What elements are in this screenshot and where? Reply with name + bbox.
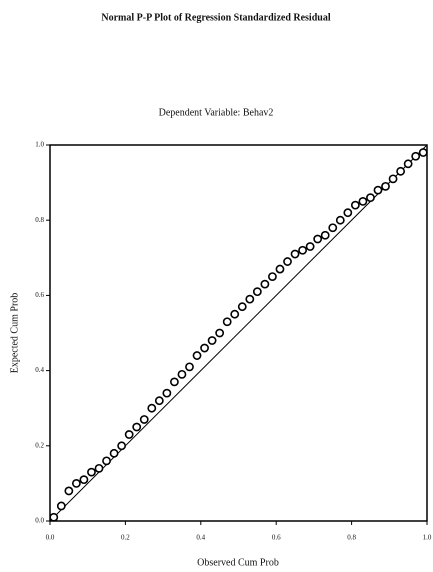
y-axis-label: Expected Cum Prob	[9, 293, 20, 374]
point	[335, 215, 345, 225]
point	[237, 302, 247, 312]
y-tick-label: 0.0	[35, 517, 44, 525]
point	[373, 185, 383, 195]
point	[403, 159, 413, 169]
point	[139, 415, 149, 424]
point	[124, 430, 134, 439]
point	[79, 475, 89, 485]
point	[200, 343, 209, 353]
point	[207, 336, 217, 345]
x-tick-label: 0.8	[347, 534, 356, 542]
point	[162, 388, 172, 398]
point	[343, 208, 353, 218]
point	[49, 512, 59, 522]
point	[154, 396, 164, 406]
reference-line	[49, 144, 428, 522]
point	[290, 249, 300, 259]
point	[132, 422, 142, 432]
point	[381, 181, 390, 191]
point	[192, 351, 202, 360]
x-tick-label: 0.2	[121, 534, 130, 542]
y-tick-label: 0.8	[35, 216, 44, 224]
point	[305, 242, 315, 251]
chart-subtitle: Dependent Variable: Behav2	[159, 107, 274, 118]
point	[366, 193, 375, 203]
x-tick-label: 0.4	[196, 534, 205, 542]
point	[102, 456, 111, 466]
y-tick-label: 0.6	[35, 291, 44, 299]
chart-title: Normal P-P Plot of Regression Standardiz…	[101, 12, 330, 23]
point	[252, 287, 262, 297]
point	[328, 223, 338, 233]
x-tick-label: 1.0	[423, 534, 432, 542]
y-tick-label: 0.4	[35, 366, 44, 374]
x-axis-label: Observed Cum Prob	[197, 557, 279, 568]
point	[147, 403, 157, 413]
point	[396, 166, 406, 176]
point	[268, 272, 277, 281]
point	[260, 279, 270, 289]
point	[358, 196, 368, 206]
point	[71, 478, 81, 488]
point	[418, 148, 428, 157]
point	[117, 441, 127, 451]
plot-frame	[49, 144, 428, 522]
point	[170, 377, 179, 387]
point	[177, 369, 187, 379]
point	[283, 257, 292, 266]
point	[215, 328, 225, 338]
point	[411, 151, 421, 161]
x-tick-label: 0.0	[46, 534, 55, 542]
point	[350, 200, 360, 210]
point	[87, 467, 96, 477]
y-tick-label: 1.0	[35, 141, 44, 149]
point	[185, 362, 194, 372]
y-tick-label: 0.2	[35, 441, 44, 449]
x-tick-label: 0.6	[272, 534, 281, 542]
point	[298, 245, 307, 255]
point	[275, 264, 285, 274]
point	[56, 501, 66, 511]
point	[109, 448, 119, 458]
point	[313, 234, 323, 244]
point	[245, 294, 255, 304]
point	[222, 317, 232, 327]
point	[64, 486, 74, 496]
point	[94, 463, 104, 473]
point	[388, 174, 398, 184]
point	[230, 309, 240, 319]
point	[320, 230, 330, 240]
